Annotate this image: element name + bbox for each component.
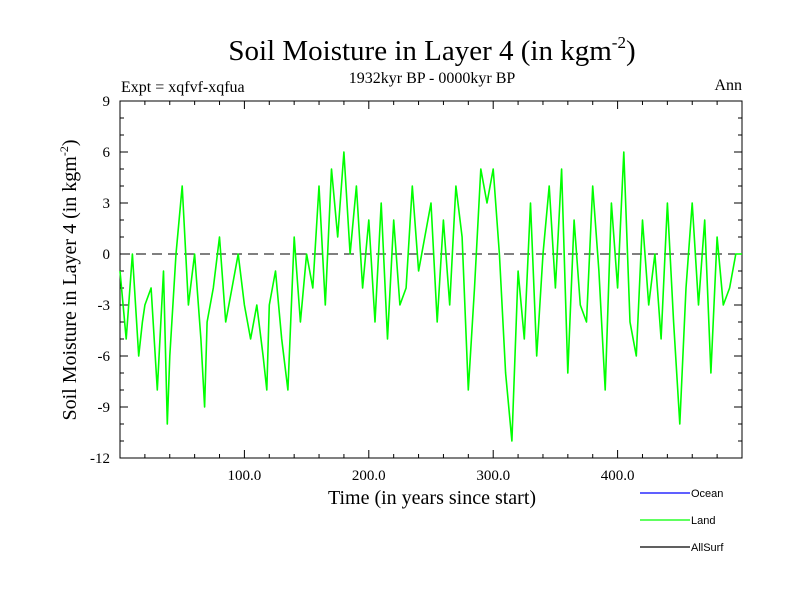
y-axis-label: Soil Moisture in Layer 4 (in kgm-2) [57, 139, 81, 420]
expt-label: Expt = xqfvf-xqfua [121, 79, 245, 96]
y-tick-label: 0 [103, 247, 111, 263]
y-tick-label: -12 [90, 451, 110, 467]
y-tick-label: 6 [103, 145, 111, 161]
x-tick-label: 300.0 [476, 468, 510, 484]
y-tick-label: -3 [98, 298, 111, 314]
x-tick-label: 400.0 [601, 468, 635, 484]
series-group [119, 151, 742, 442]
x-tick-label: 200.0 [352, 468, 386, 484]
legend-label-land: Land [691, 515, 715, 527]
series-line-land [119, 151, 742, 442]
legend-label-ocean: Ocean [691, 488, 723, 500]
legend-label-allsurf: AllSurf [691, 542, 724, 554]
y-axis-ticks: -12 -9 -6 -3 0 3 6 9 [90, 94, 742, 467]
x-tick-label: 100.0 [228, 468, 262, 484]
y-tick-label: -9 [98, 400, 111, 416]
y-tick-label: -6 [98, 349, 111, 365]
y-tick-label: 9 [103, 94, 111, 110]
y-tick-label: 3 [103, 196, 111, 212]
plot-frame [119, 100, 743, 459]
chart-subtitle: 1932kyr BP - 0000kyr BP [349, 70, 516, 87]
x-axis-ticks: 100.0 200.0 300.0 400.0 [144, 101, 718, 484]
x-axis-label: Time (in years since start) [328, 487, 536, 509]
chart-title: Soil Moisture in Layer 4 (in kgm-2) [228, 33, 635, 67]
legend: Ocean Land AllSurf [640, 488, 724, 554]
period-label: Ann [714, 77, 742, 94]
